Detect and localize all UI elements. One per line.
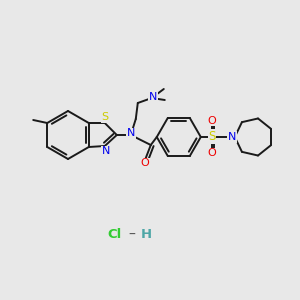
Text: O: O xyxy=(207,116,216,125)
Text: N: N xyxy=(148,92,157,101)
Text: N: N xyxy=(127,128,135,139)
Text: O: O xyxy=(207,148,216,158)
Text: H: H xyxy=(140,229,152,242)
Text: –: – xyxy=(129,228,135,242)
Text: S: S xyxy=(101,112,108,122)
Text: S: S xyxy=(208,130,215,143)
Text: N: N xyxy=(102,146,110,157)
Text: Cl: Cl xyxy=(108,229,122,242)
Text: N: N xyxy=(228,132,236,142)
Text: O: O xyxy=(140,158,149,169)
